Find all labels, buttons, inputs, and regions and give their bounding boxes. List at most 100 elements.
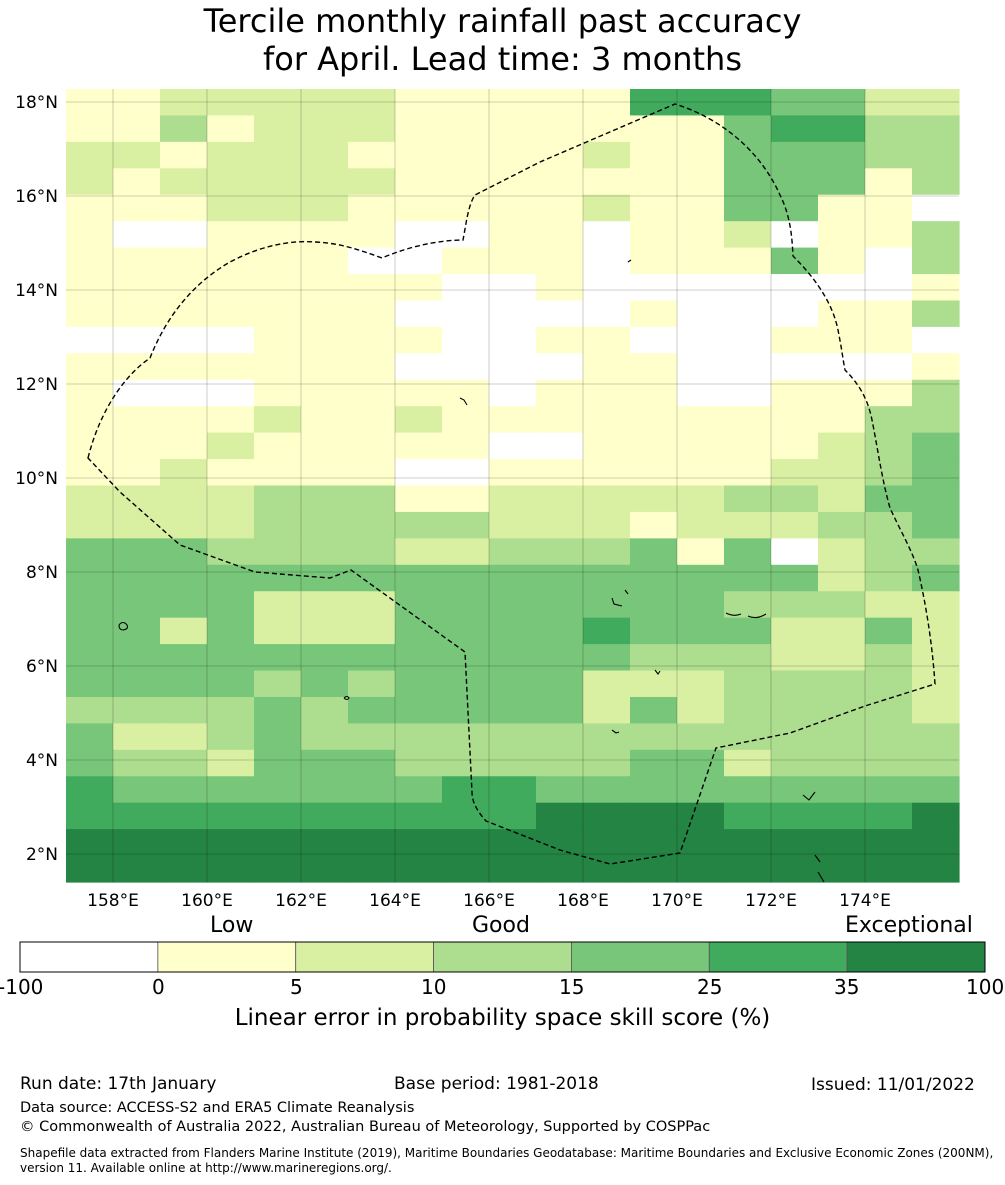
- grid-cell: [254, 406, 302, 434]
- grid-cell: [160, 564, 208, 592]
- grid-cell: [677, 115, 725, 143]
- grid-cell: [395, 459, 443, 487]
- grid-cell: [113, 617, 161, 645]
- grid-cell: [818, 89, 866, 117]
- grid-cell: [66, 538, 114, 566]
- colorbar-segment: [571, 941, 710, 973]
- colorbar-tick-0: 0: [152, 975, 165, 999]
- colorbar-category-good: Good: [472, 913, 530, 938]
- grid-cell: [630, 485, 678, 513]
- grid-cell: [160, 511, 208, 539]
- grid-cell: [113, 855, 161, 883]
- grid-cell: [489, 802, 537, 830]
- copyright: © Commonwealth of Australia 2022, Austra…: [20, 1119, 711, 1135]
- grid-cell: [254, 591, 302, 619]
- grid-cell: [677, 538, 725, 566]
- grid-cell: [818, 723, 866, 751]
- grid-cell: [160, 644, 208, 672]
- grid-cell: [254, 723, 302, 751]
- grid-cell: [301, 829, 349, 857]
- grid-cell: [630, 591, 678, 619]
- grid-cell: [583, 326, 631, 354]
- grid-cell: [489, 564, 537, 592]
- grid-cell: [113, 749, 161, 777]
- grid-cell: [912, 247, 960, 275]
- grid-cell: [771, 855, 819, 883]
- grid-cell: [865, 829, 913, 857]
- grid-cell: [395, 511, 443, 539]
- grid-cell: [395, 749, 443, 777]
- grid-cell: [536, 89, 584, 117]
- grid-cell: [724, 141, 772, 169]
- grid-cell: [66, 459, 114, 487]
- grid-cell: [865, 511, 913, 539]
- grid-cell: [395, 644, 443, 672]
- grid-cell: [818, 194, 866, 222]
- grid-cell: [771, 247, 819, 275]
- grid-cell: [912, 564, 960, 592]
- grid-cell: [207, 855, 255, 883]
- grid-cell: [113, 485, 161, 513]
- grid-cell: [207, 221, 255, 249]
- grid-cell: [536, 221, 584, 249]
- grid-cell: [301, 696, 349, 724]
- grid-cell: [771, 459, 819, 487]
- grid-cell: [207, 749, 255, 777]
- grid-cell: [66, 511, 114, 539]
- grid-cell: [66, 432, 114, 460]
- grid-cell: [113, 379, 161, 407]
- grid-cell: [724, 89, 772, 117]
- grid-cell: [724, 644, 772, 672]
- grid-cell: [66, 141, 114, 169]
- grid-cell: [630, 511, 678, 539]
- grid-cell: [395, 723, 443, 751]
- grid-cell: [583, 511, 631, 539]
- grid-cell: [301, 274, 349, 302]
- grid-cell: [818, 432, 866, 460]
- grid-cell: [583, 538, 631, 566]
- grid-cell: [865, 749, 913, 777]
- grid-cell: [489, 855, 537, 883]
- colorbar-tick-5: 5: [290, 975, 303, 999]
- grid-cell: [442, 696, 490, 724]
- grid-cell: [113, 300, 161, 328]
- grid-cell: [912, 141, 960, 169]
- grid-cell: [160, 749, 208, 777]
- grid-cell: [442, 274, 490, 302]
- grid-cell: [160, 406, 208, 434]
- lat-label-18n: 18°N: [15, 93, 58, 113]
- grid-cell: [160, 696, 208, 724]
- grid-cell: [254, 696, 302, 724]
- grid-cell: [301, 115, 349, 143]
- grid-cell: [395, 115, 443, 143]
- grid-cell: [771, 776, 819, 804]
- grid-cell: [301, 221, 349, 249]
- grid-cell: [818, 353, 866, 381]
- grid-cell: [113, 644, 161, 672]
- grid-cell: [818, 459, 866, 487]
- grid-cell: [348, 247, 396, 275]
- grid-cell: [818, 274, 866, 302]
- grid-cell: [207, 194, 255, 222]
- grid-cell: [677, 141, 725, 169]
- grid-cell: [160, 829, 208, 857]
- grid-cell: [160, 326, 208, 354]
- grid-cell: [254, 300, 302, 328]
- grid-cell: [113, 168, 161, 196]
- grid-cell: [536, 829, 584, 857]
- grid-cell: [912, 89, 960, 117]
- grid-cell: [677, 379, 725, 407]
- grid-cell: [865, 485, 913, 513]
- grid-cell: [489, 141, 537, 169]
- grid-cell: [583, 723, 631, 751]
- grid-cell: [912, 538, 960, 566]
- grid-cell: [66, 194, 114, 222]
- grid-cell: [160, 485, 208, 513]
- grid-cell: [677, 194, 725, 222]
- grid-cell: [395, 168, 443, 196]
- grid-cell: [254, 141, 302, 169]
- grid-cell: [724, 406, 772, 434]
- grid-cell: [207, 617, 255, 645]
- grid-cell: [442, 141, 490, 169]
